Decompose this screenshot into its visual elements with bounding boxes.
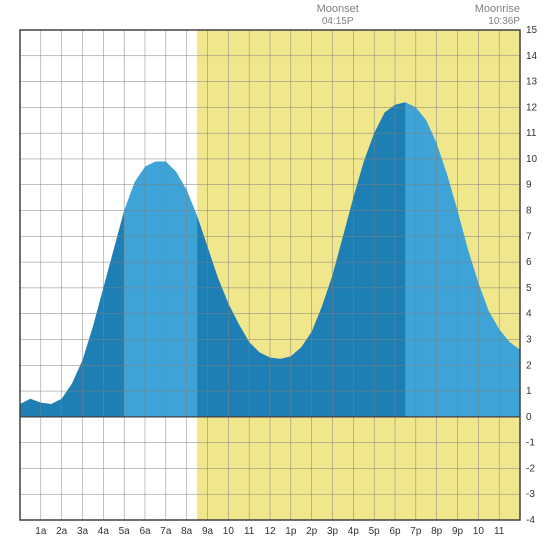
tide-area-1 [124,162,197,417]
moonset-label: Moonset [317,3,359,15]
y-tick-label: 14 [526,51,538,62]
x-tick-label: 7p [410,526,422,537]
y-tick-label: 7 [526,231,532,242]
y-tick-label: 5 [526,283,532,294]
y-tick-label: 13 [526,77,538,88]
y-tick-label: 6 [526,257,532,268]
x-tick-label: 6a [139,526,151,537]
y-tick-label: 11 [526,128,537,139]
y-tick-label: -2 [526,463,535,474]
x-tick-label: 11 [494,526,505,537]
x-tick-label: 2p [306,526,318,537]
x-tick-label: 6p [389,526,401,537]
x-tick-label: 8p [431,526,443,537]
y-tick-label: 1 [526,386,532,397]
y-tick-label: 10 [526,154,538,165]
x-tick-label: 8a [181,526,193,537]
y-tick-label: 0 [526,412,532,423]
y-tick-label: 8 [526,206,532,217]
x-tick-label: 12 [264,526,276,537]
x-tick-label: 3p [327,526,339,537]
x-tick-label: 9a [202,526,214,537]
y-tick-label: -1 [526,438,535,449]
x-tick-label: 9p [452,526,464,537]
y-tick-label: 15 [526,25,538,36]
x-tick-label: 5p [369,526,381,537]
x-tick-label: 3a [77,526,89,537]
y-tick-label: 2 [526,360,532,371]
y-tick-label: -3 [526,489,535,500]
x-tick-label: 7a [160,526,172,537]
x-tick-label: 1p [285,526,297,537]
y-tick-label: 12 [526,102,538,113]
x-tick-label: 10 [223,526,235,537]
x-tick-label: 10 [473,526,485,537]
tide-chart: -4-3-2-101234567891011121314151a2a3a4a5a… [0,0,550,550]
moonset-value: 04:15P [322,16,354,27]
moonrise-label: Moonrise [475,3,520,15]
chart-svg: -4-3-2-101234567891011121314151a2a3a4a5a… [0,0,550,550]
x-tick-label: 4p [348,526,360,537]
x-tick-label: 2a [56,526,68,537]
x-tick-label: 5a [119,526,131,537]
x-tick-label: 11 [244,526,255,537]
x-tick-label: 4a [98,526,110,537]
y-tick-label: 9 [526,180,532,191]
y-tick-label: 4 [526,309,532,320]
y-tick-label: 3 [526,334,532,345]
y-tick-label: -4 [526,515,535,526]
x-tick-label: 1a [35,526,47,537]
moonrise-value: 10:36P [488,16,520,27]
